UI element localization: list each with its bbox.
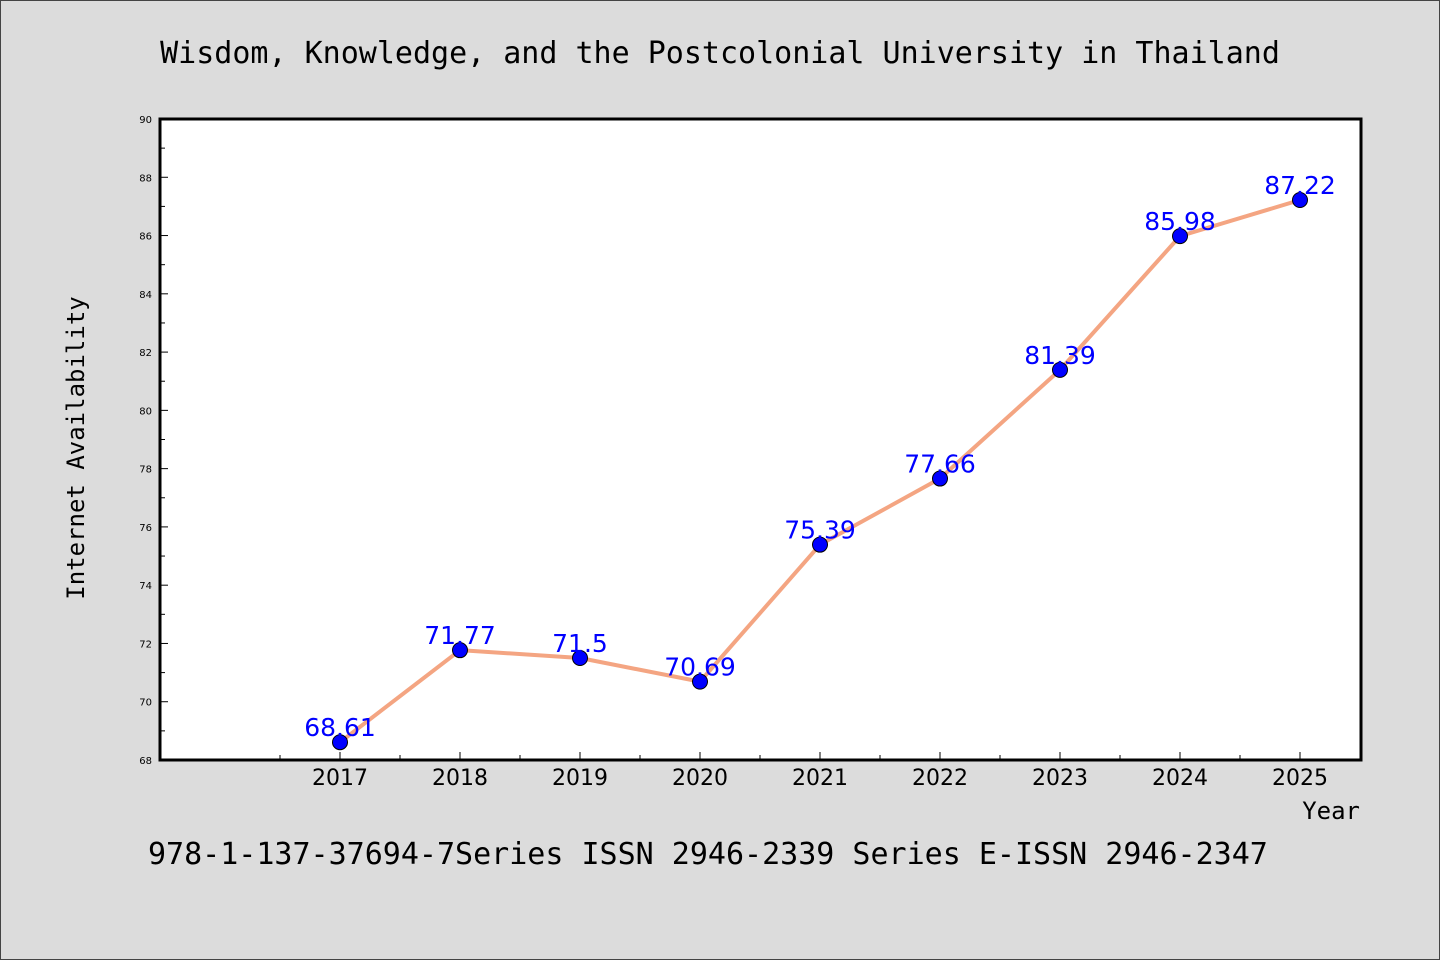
x-tick-label: 2020 bbox=[672, 766, 728, 791]
y-tick-label: 82 bbox=[139, 348, 152, 359]
data-point-marker bbox=[1052, 361, 1068, 378]
data-label: 68.61 bbox=[304, 713, 376, 742]
data-label: 77.66 bbox=[904, 450, 976, 479]
x-tick-label: 2017 bbox=[312, 766, 368, 791]
x-axis-label: Year bbox=[1302, 797, 1360, 825]
y-tick-label: 68 bbox=[139, 756, 152, 767]
x-tick-label: 2024 bbox=[1152, 766, 1208, 791]
data-label: 70.69 bbox=[664, 653, 736, 682]
y-tick-label: 84 bbox=[139, 290, 152, 301]
y-tick-label: 80 bbox=[139, 406, 152, 417]
data-point-marker bbox=[812, 536, 828, 553]
x-tick-label: 2021 bbox=[792, 766, 848, 791]
x-axis: 2017 2018 2019 2020 2021 2022 2023 2024 2025 bbox=[159, 752, 1328, 791]
data-label: 85.98 bbox=[1144, 207, 1216, 236]
data-point-marker bbox=[692, 673, 708, 690]
data-label: 81.39 bbox=[1024, 341, 1096, 370]
y-tick-label: 70 bbox=[139, 698, 152, 709]
x-tick-label: 2018 bbox=[432, 766, 488, 791]
y-tick-label: 74 bbox=[139, 581, 152, 592]
y-tick-label: 72 bbox=[139, 639, 152, 650]
x-tick-label: 2022 bbox=[912, 766, 968, 791]
x-tick-label: 2025 bbox=[1272, 766, 1328, 791]
data-label: 71.5 bbox=[552, 629, 608, 658]
markers-group bbox=[332, 191, 1308, 751]
y-tick-label: 88 bbox=[139, 173, 152, 184]
data-point-marker bbox=[1172, 228, 1188, 245]
chart-title: Wisdom, Knowledge, and the Postcolonial … bbox=[160, 36, 1280, 71]
footer-isbn-text: 978-1-137-37694-7Series ISSN 2946-2339 S… bbox=[148, 837, 1268, 872]
plot-area bbox=[158, 117, 1363, 762]
y-tick-label: 90 bbox=[139, 115, 152, 126]
data-point-marker bbox=[1292, 191, 1308, 208]
data-labels-group: 68.61 71.77 71.5 70.69 75.39 77.66 81.39 85.98 8… bbox=[304, 171, 1336, 742]
x-tick-label: 2023 bbox=[1032, 766, 1088, 791]
data-label: 75.39 bbox=[784, 516, 856, 545]
y-axis: 68 70 72 74 76 78 80 82 84 86 88 90 bbox=[139, 115, 168, 767]
y-tick-label: 86 bbox=[139, 232, 152, 243]
data-point-marker bbox=[932, 470, 948, 487]
x-tick-label: 2019 bbox=[552, 766, 608, 791]
y-tick-label: 78 bbox=[139, 465, 152, 476]
y-axis-label: Internet Availability bbox=[62, 296, 90, 599]
data-point-marker bbox=[332, 734, 348, 751]
y-tick-label: 76 bbox=[139, 523, 152, 534]
data-label: 87.22 bbox=[1264, 171, 1336, 200]
data-point-marker bbox=[452, 642, 468, 659]
data-point-marker bbox=[572, 650, 588, 667]
data-label: 71.77 bbox=[424, 621, 496, 650]
